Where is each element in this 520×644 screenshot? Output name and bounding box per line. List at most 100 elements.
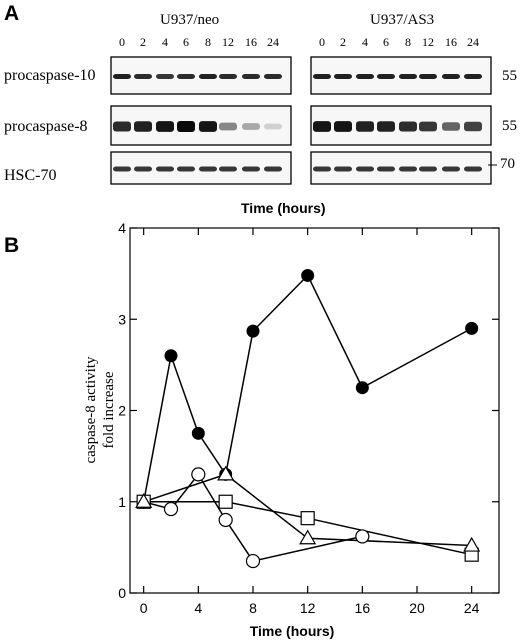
band — [442, 166, 460, 172]
band — [377, 166, 395, 172]
data-point-open-square — [300, 511, 315, 526]
band — [356, 74, 374, 79]
band — [419, 166, 437, 172]
left-cell-line-label: U937/neo — [160, 12, 219, 28]
series-line-open-circle — [143, 473, 363, 562]
band — [134, 166, 152, 172]
data-point-open-triangle — [299, 529, 317, 545]
data-point-open-circle — [355, 529, 370, 544]
series-line-open-square — [143, 501, 472, 556]
series-line-filled-circle — [142, 274, 473, 502]
molecular-weight-markers: 55 55 70 — [488, 68, 517, 172]
data-point-open-circle — [245, 553, 261, 569]
band — [464, 74, 482, 79]
lane-label-right: 6 — [383, 35, 389, 49]
data-point-filled-circle — [465, 321, 479, 335]
data-point-filled-circle — [191, 426, 205, 440]
band — [442, 122, 460, 131]
y-tick-label: 2 — [118, 403, 126, 419]
x-tick-label: 4 — [194, 600, 202, 616]
blot-strip-left — [110, 105, 292, 146]
data-point-open-triangle — [135, 493, 153, 508]
band — [442, 74, 460, 79]
band — [264, 123, 282, 130]
data-point-filled-circle — [355, 381, 369, 395]
band — [219, 74, 237, 79]
y-tick-label: 0 — [118, 585, 126, 601]
band — [464, 166, 482, 172]
band — [156, 166, 174, 172]
x-tick-label: 20 — [409, 600, 425, 616]
lane-label-left: 0 — [119, 35, 125, 49]
western-blot-strips — [110, 56, 492, 185]
series-points — [135, 268, 481, 569]
data-point-open-circle — [218, 512, 233, 528]
band — [399, 166, 417, 172]
lane-label-left: 16 — [245, 35, 257, 49]
band — [419, 74, 437, 79]
y-tick-label: 3 — [118, 311, 126, 327]
lane-label-left: 12 — [222, 35, 234, 49]
data-point-open-square — [218, 494, 233, 509]
blot-strip-left — [110, 56, 292, 95]
lane-label-left: 8 — [205, 35, 211, 49]
band — [177, 121, 195, 132]
x-tick-label: 0 — [140, 600, 148, 616]
y-axis-title-line-1: caspase-8 activity — [83, 356, 99, 464]
band — [199, 166, 217, 172]
band — [313, 166, 331, 172]
y-axis-ticks: 0 1 2 3 4 — [118, 220, 499, 601]
x-tick-label: 12 — [300, 600, 316, 616]
band — [242, 123, 260, 130]
band — [242, 74, 260, 79]
data-point-open-circle — [191, 467, 206, 482]
x-tick-label: 24 — [464, 600, 480, 616]
data-point-filled-circle — [164, 349, 178, 363]
band — [377, 121, 395, 132]
data-point-filled-circle — [301, 268, 315, 282]
data-point-open-triangle — [217, 465, 235, 481]
panel-a-letter: A — [4, 2, 19, 25]
blot-strip-right — [310, 105, 492, 146]
band — [334, 166, 352, 172]
lane-label-left: 24 — [267, 35, 279, 49]
mw-label-70-row3: 70 — [500, 156, 515, 172]
lane-label-right: 8 — [405, 35, 411, 49]
row-label-hsc-70: HSC-70 — [4, 167, 56, 184]
row-label-procaspase-8: procaspase-8 — [4, 118, 88, 135]
y-axis-title-line-2: fold increase — [101, 371, 117, 448]
lane-label-left: 2 — [140, 35, 146, 49]
lane-label-right: 0 — [319, 35, 325, 49]
x-axis-title: Time (hours) — [250, 623, 335, 639]
panel-a-x-axis-title: Time (hours) — [241, 200, 326, 216]
blot-strip-right — [310, 151, 492, 185]
band — [377, 74, 395, 79]
band — [199, 74, 217, 79]
x-tick-label: 8 — [249, 600, 257, 616]
band — [199, 121, 217, 132]
data-point-open-circle — [163, 501, 179, 517]
band — [399, 74, 417, 79]
x-tick-label: 16 — [355, 600, 371, 616]
band — [313, 121, 331, 132]
band — [113, 121, 131, 132]
band — [264, 74, 282, 79]
series-lines — [142, 274, 473, 562]
band — [399, 121, 417, 132]
band — [242, 166, 260, 172]
band — [356, 121, 374, 132]
lane-label-right: 4 — [362, 35, 368, 49]
band — [419, 121, 437, 132]
lane-labels-left: 0 2 4 6 8 12 16 24 — [119, 35, 279, 49]
lane-label-right: 2 — [340, 35, 346, 49]
band — [156, 121, 174, 132]
data-point-filled-circle — [246, 324, 260, 338]
y-tick-label: 1 — [118, 494, 126, 510]
lane-labels-right: 0 2 4 6 8 12 16 24 — [319, 35, 479, 49]
band — [177, 166, 195, 172]
mw-label-55-row1: 55 — [502, 68, 517, 84]
blot-strip-right — [310, 56, 492, 95]
band — [134, 74, 152, 79]
